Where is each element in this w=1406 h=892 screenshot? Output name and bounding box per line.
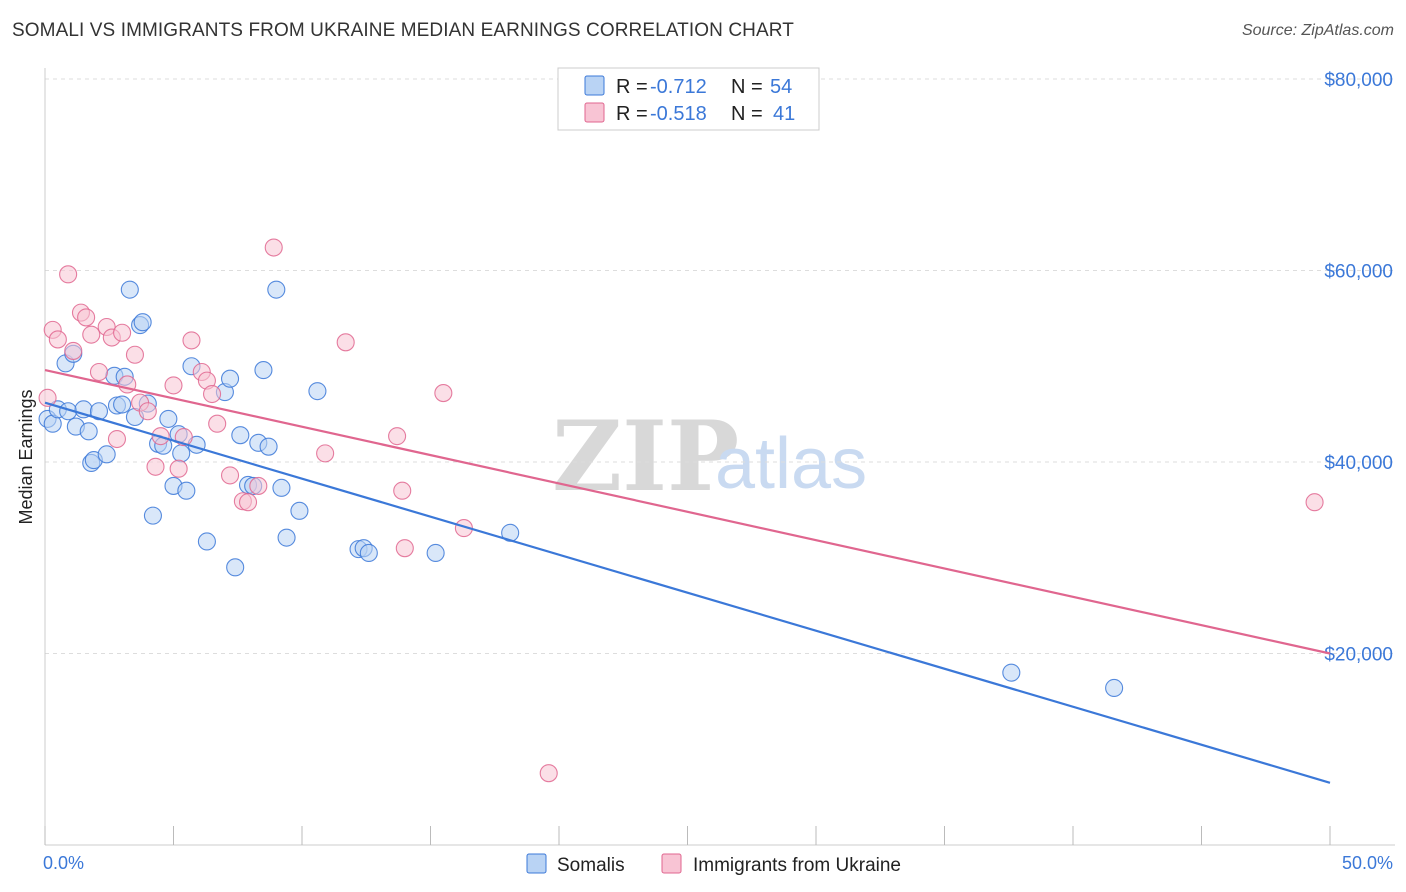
legend-swatch-ukraine xyxy=(584,102,605,123)
somali-trend-line xyxy=(44,401,1331,784)
ukraine-point xyxy=(395,539,414,558)
somali-point xyxy=(120,280,139,299)
ukraine-point xyxy=(64,341,83,360)
ukraine-point xyxy=(48,330,67,349)
ukraine-point xyxy=(59,265,78,284)
somali-point xyxy=(272,478,291,497)
watermark-atlas: atlas xyxy=(715,424,867,504)
x-tick-label-start: 0.0% xyxy=(43,853,84,873)
somali-point xyxy=(254,361,273,380)
y-tick-labels: $20,000 $40,000 $60,000 $80,000 xyxy=(1324,70,1393,666)
somali-point xyxy=(177,481,196,500)
bottom-legend-swatch-somali xyxy=(526,853,547,874)
ukraine-point xyxy=(164,376,183,395)
ukraine-point xyxy=(38,388,57,407)
ukraine-trend-line xyxy=(44,369,1331,655)
ukraine-point xyxy=(107,429,127,449)
ukraine-point xyxy=(169,459,188,478)
legend-n-value-somali: 54 xyxy=(770,76,792,98)
somali-point xyxy=(1105,678,1124,698)
ukraine-point xyxy=(393,481,412,500)
somali-point xyxy=(259,437,278,456)
legend-swatch-somali xyxy=(584,75,605,96)
ukraine-point xyxy=(146,457,165,476)
ukraine-point xyxy=(82,325,101,344)
ukraine-point xyxy=(89,362,109,382)
ukraine-point xyxy=(336,333,355,352)
legend-r-value-somali: -0.712 xyxy=(650,76,707,98)
ukraine-point xyxy=(434,384,453,403)
legend-r-value-ukraine: -0.518 xyxy=(650,103,707,125)
axes xyxy=(44,68,1395,846)
somali-point xyxy=(277,528,296,547)
somali-point xyxy=(220,369,240,388)
ukraine-point xyxy=(182,331,201,350)
y-tick-label: $80,000 xyxy=(1324,70,1393,91)
legend: R = -0.712 N = 54 R = -0.518 N = 41 xyxy=(557,67,820,131)
gridlines xyxy=(45,78,1395,654)
legend-r-label-somali: R = xyxy=(616,76,648,98)
somali-point xyxy=(172,444,191,463)
legend-n-value-ukraine: 41 xyxy=(773,103,795,125)
somali-point xyxy=(426,543,445,563)
ukraine-point xyxy=(203,384,222,404)
bottom-legend: Somalis Immigrants from Ukraine xyxy=(526,853,901,876)
y-tick-label: $60,000 xyxy=(1324,262,1393,283)
ukraine-point xyxy=(1305,493,1324,512)
somali-point xyxy=(159,409,178,428)
somali-point xyxy=(113,395,132,414)
somali-point xyxy=(97,445,116,464)
ukraine-point xyxy=(220,466,240,485)
ukraine-point xyxy=(138,402,157,421)
watermark-zip: ZIP xyxy=(552,400,739,513)
legend-r-label-ukraine: R = xyxy=(616,103,648,125)
somali-point xyxy=(267,280,286,299)
bottom-legend-label-ukraine: Immigrants from Ukraine xyxy=(693,855,901,876)
somali-point xyxy=(197,532,216,551)
ukraine-point xyxy=(388,427,407,446)
x-ticks xyxy=(44,826,1331,845)
ukraine-point xyxy=(539,764,558,783)
ukraine-point xyxy=(77,308,96,327)
source-label: Source: ZipAtlas.com xyxy=(1241,22,1394,39)
bottom-legend-label-somali: Somalis xyxy=(557,855,625,876)
somali-point xyxy=(359,543,378,563)
bottom-legend-swatch-ukraine xyxy=(661,853,682,874)
ukraine-point xyxy=(208,414,227,433)
somali-point xyxy=(308,382,327,401)
somali-point xyxy=(231,426,250,445)
ukraine-point xyxy=(238,493,258,512)
somali-point xyxy=(290,501,309,520)
ukraine-point xyxy=(264,238,283,257)
y-tick-label: $40,000 xyxy=(1324,453,1393,474)
ukraine-point xyxy=(316,444,335,463)
somali-point xyxy=(143,506,162,525)
trend-lines xyxy=(44,369,1331,784)
watermark: ZIP atlas xyxy=(552,400,867,513)
somali-point xyxy=(226,558,245,577)
y-tick-label: $20,000 xyxy=(1324,645,1393,666)
legend-n-label-ukraine: N = xyxy=(731,103,763,125)
y-axis-title: Median Earnings xyxy=(16,389,36,524)
x-tick-label-end: 50.0% xyxy=(1342,853,1393,873)
somali-point xyxy=(1002,663,1021,682)
somali-point xyxy=(133,313,152,332)
somali-point xyxy=(89,402,109,421)
ukraine-point xyxy=(125,345,144,364)
somali-point xyxy=(79,422,98,441)
legend-n-label-somali: N = xyxy=(731,76,763,98)
ukraine-point xyxy=(249,476,268,495)
ukraine-point xyxy=(113,323,132,342)
chart-title: SOMALI VS IMMIGRANTS FROM UKRAINE MEDIAN… xyxy=(12,20,794,41)
